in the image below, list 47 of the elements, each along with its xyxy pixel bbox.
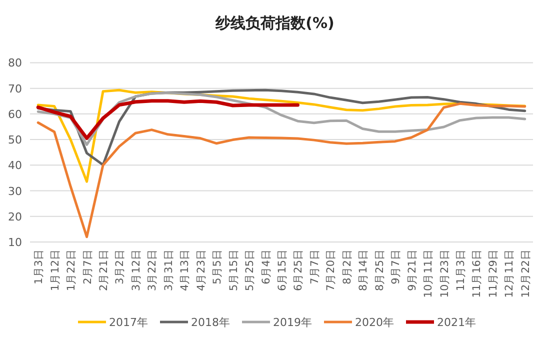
line-series bbox=[36, 99, 300, 140]
x-tick-label: 1月3日 bbox=[33, 249, 46, 284]
x-tick-label: 5月15日 bbox=[228, 249, 240, 292]
legend-label: 2021年 bbox=[437, 316, 476, 329]
legend-label: 2020年 bbox=[355, 316, 394, 329]
chart-title: 纱线负荷指数(%) bbox=[214, 14, 334, 32]
x-tick-label: 9月21日 bbox=[406, 249, 418, 292]
y-tick-label: 80 bbox=[8, 56, 22, 70]
x-tick-label: 11月29日 bbox=[487, 249, 500, 298]
x-tick-label: 11月16日 bbox=[471, 249, 484, 298]
x-tick-label: 6月15日 bbox=[276, 249, 288, 292]
x-tick-label: 6月25日 bbox=[292, 249, 305, 292]
x-tick-label: 9月7日 bbox=[390, 249, 402, 284]
x-tick-label: 12月22日 bbox=[520, 249, 532, 298]
x-tick-label: 1月22日 bbox=[66, 249, 78, 292]
x-tick-label: 7月7日 bbox=[308, 249, 321, 284]
x-tick-label: 5月25日 bbox=[244, 249, 256, 292]
y-tick-label: 70 bbox=[8, 82, 22, 96]
y-tick-label: 10 bbox=[8, 236, 22, 249]
x-tick-label: 1月12日 bbox=[49, 249, 62, 292]
x-tick-label: 10月23日 bbox=[438, 249, 451, 298]
x-tick-label: 3月22日 bbox=[146, 249, 159, 292]
line-series bbox=[36, 102, 526, 238]
legend-label: 2017年 bbox=[109, 316, 148, 329]
y-tick-label: 60 bbox=[8, 108, 22, 121]
legend-label: 2018年 bbox=[191, 316, 230, 329]
y-tick-label: 50 bbox=[8, 134, 22, 147]
legend-label: 2019年 bbox=[273, 316, 312, 329]
y-tick-label: 20 bbox=[8, 210, 22, 224]
x-tick-label: 10月11日 bbox=[422, 249, 435, 298]
y-tick-label: 30 bbox=[8, 184, 22, 198]
x-tick-label: 8月14日 bbox=[358, 249, 370, 292]
x-tick-label: 7月20日 bbox=[325, 249, 338, 292]
x-tick-label: 4月23日 bbox=[195, 249, 208, 292]
x-tick-label: 3月2日 bbox=[114, 249, 126, 284]
x-tick-label: 2月7日 bbox=[82, 249, 94, 284]
x-tick-label: 5月5日 bbox=[212, 249, 224, 284]
x-tick-label: 3月31日 bbox=[162, 249, 175, 292]
x-tick-label: 3月12日 bbox=[130, 249, 142, 292]
x-tick-label: 8月2日 bbox=[341, 249, 354, 284]
x-tick-label: 8月25日 bbox=[374, 249, 386, 292]
x-tick-label: 6月4日 bbox=[260, 249, 272, 284]
x-tick-label: 4月13日 bbox=[179, 249, 192, 292]
y-tick-label: 40 bbox=[8, 159, 22, 172]
x-tick-label: 2月21日 bbox=[98, 249, 110, 292]
x-tick-label: 11月3日 bbox=[454, 249, 467, 292]
x-tick-label: 12月11日 bbox=[504, 249, 516, 298]
